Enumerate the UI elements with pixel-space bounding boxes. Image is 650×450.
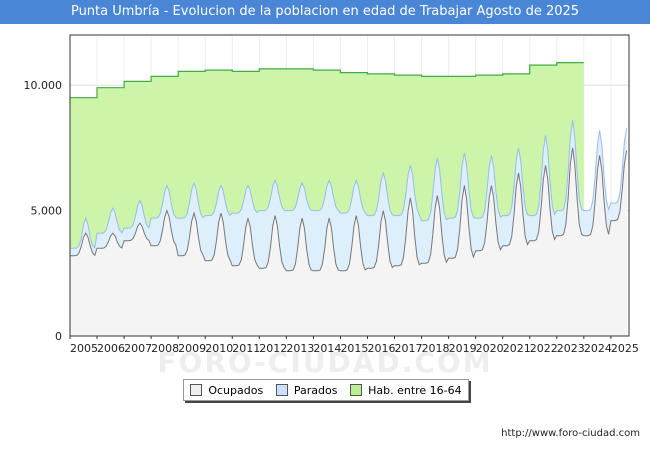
y-tick-label: 5.000 [31,205,63,218]
x-tick-label: 2015 [340,342,368,355]
x-tick-label: 2014 [313,342,341,355]
legend-label: Hab. entre 16-64 [368,383,462,397]
x-tick-label: 2021 [503,342,531,355]
x-tick-label: 2018 [422,342,450,355]
series-parados-line [70,120,628,250]
x-tick-label: 2024 [584,342,612,355]
x-tick-label: 2011 [232,342,260,355]
y-tick-label: 10.000 [24,79,63,92]
series-ocupados-area [70,147,627,336]
x-tick-label: 2023 [557,342,585,355]
chart-title: Punta Umbría - Evolucion de la poblacion… [0,0,650,24]
x-tick-label: 2010 [205,342,233,355]
x-tick-label: 2016 [367,342,395,355]
x-tick-label: 2005 [70,342,98,355]
x-tick-label: 2006 [97,342,125,355]
source-url: http://www.foro-ciudad.com [501,428,640,439]
x-tick-label: 2009 [178,342,206,355]
series-ocupados-line [70,147,628,272]
plot-frame [69,34,630,337]
x-tick-label: 2019 [449,342,477,355]
x-tick-label: 2020 [476,342,504,355]
legend-swatch [275,384,288,396]
x-tick-label: 2008 [151,342,179,355]
series-hab-line [70,62,584,99]
x-tick-label: 2017 [395,342,423,355]
legend-swatch [350,384,363,396]
legend-swatch [190,384,203,396]
chart-area: 0 5.000 10.000 2005 2006 2007 2008 2009 2010 2011… [24,34,639,355]
x-tick-label: 2012 [259,342,287,355]
x-tick-label: 2007 [124,342,152,355]
watermark-text: FORO-CIUDAD.COM [157,346,493,379]
legend-label: Parados [293,383,338,397]
legend-item: Parados [275,383,338,397]
legend-label: Ocupados [208,383,264,397]
x-tick-label: 2025 [611,342,639,355]
legend-item: Hab. entre 16-64 [350,384,462,397]
x-tick-label: 2013 [286,342,314,355]
legend-item: Ocupados [190,384,263,397]
y-tick-label: 0 [55,330,62,343]
x-tick-label: 2022 [530,342,558,355]
legend: Ocupados Parados Hab. entre 16-64 [183,379,469,401]
